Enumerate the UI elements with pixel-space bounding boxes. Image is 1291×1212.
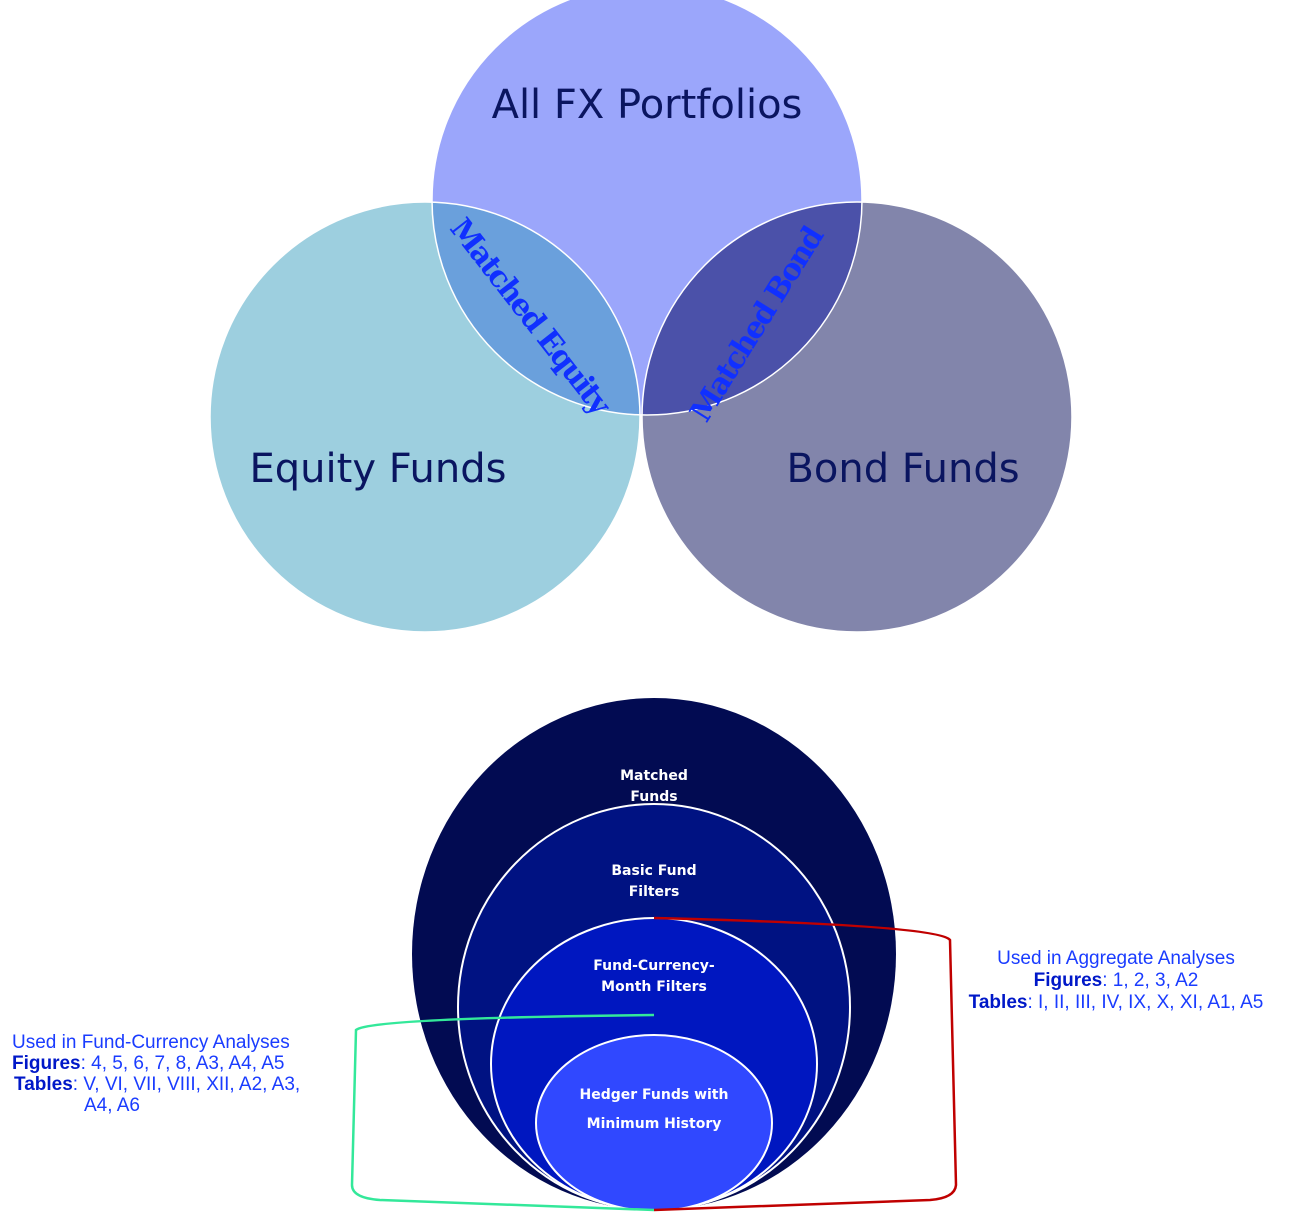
bracket-fund-currency: [350, 1013, 655, 1212]
circle-outline: [641, 201, 1073, 633]
label: Equity Funds: [250, 446, 507, 492]
heading: Used in Aggregate Analyses: [997, 948, 1235, 969]
tables-list: : V, VI, VII, VIII, XII, A2, A3,: [73, 1074, 300, 1095]
figures: Figures: 4, 5, 6, 7, 8, A3, A4, A5: [12, 1053, 285, 1074]
tables-label: Tables: [969, 992, 1028, 1013]
figures-list: : 1, 2, 3, A2: [1102, 970, 1198, 991]
tables: Tables: I, II, III, IV, IX, X, XI, A1, A…: [969, 992, 1264, 1013]
circle-outline: [209, 201, 641, 633]
label: All FX Portfolios: [492, 82, 803, 128]
tables-list: : I, II, III, IV, IX, X, XI, A1, A5: [1027, 992, 1263, 1013]
level-label: Hedger Funds with Minimum History: [580, 1087, 729, 1132]
level-label: Basic Fund Filters: [611, 863, 696, 900]
intersection-bond: [642, 202, 862, 415]
tables-label: Tables: [14, 1074, 73, 1095]
figures-label: Figures: [12, 1053, 81, 1074]
level-label: Matched Funds: [620, 768, 688, 805]
level: [535, 1034, 773, 1212]
figures-label: Figures: [1034, 970, 1103, 991]
tables-list: A4, A6: [84, 1095, 140, 1116]
level-label: Fund-Currency-Month Filters: [593, 958, 715, 995]
figures-list: : 4, 5, 6, 7, 8, A3, A4, A5: [81, 1053, 285, 1074]
bracket-aggregate: [653, 916, 958, 1212]
tables: Tables: V, VI, VII, VIII, XII, A2, A3,: [14, 1074, 300, 1095]
intersection-equity: [432, 202, 640, 415]
figures: Figures: 1, 2, 3, A2: [1034, 970, 1199, 991]
circle-outline: [431, 0, 863, 416]
label: Bond Funds: [786, 446, 1019, 492]
heading: Used in Fund-Currency Analyses: [12, 1032, 290, 1053]
